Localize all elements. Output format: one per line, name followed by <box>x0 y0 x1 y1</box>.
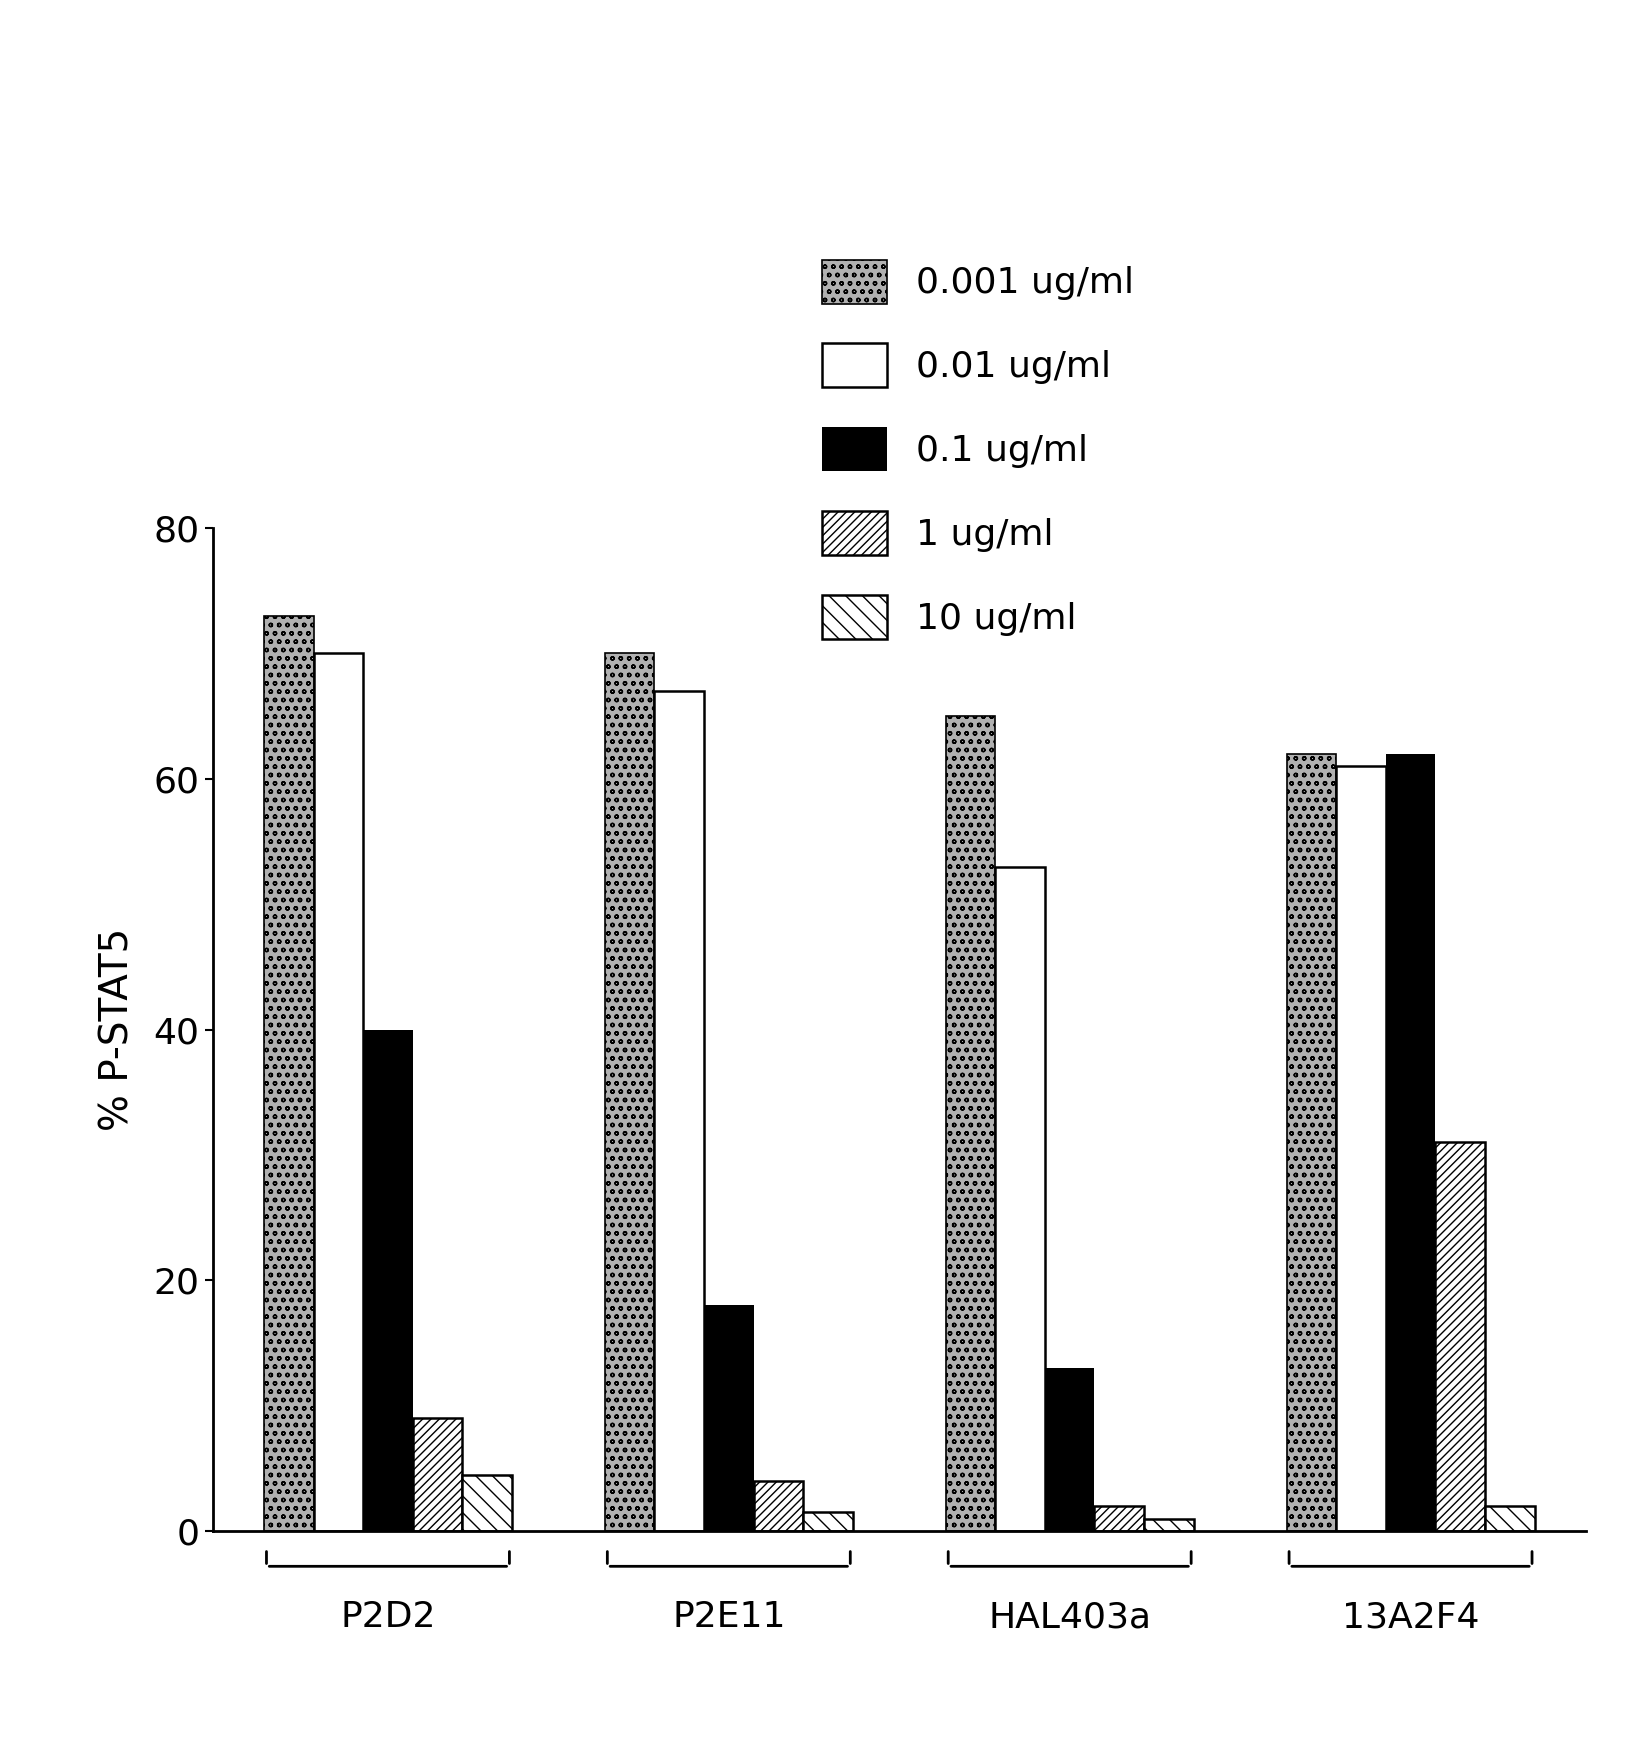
Y-axis label: % P-STAT5: % P-STAT5 <box>98 928 137 1132</box>
Bar <box>1336 766 1386 1531</box>
Bar <box>1144 1519 1194 1531</box>
Bar <box>605 653 654 1531</box>
Bar <box>463 1475 512 1531</box>
Bar <box>1485 1507 1535 1531</box>
Bar <box>945 716 996 1531</box>
Bar <box>314 653 363 1531</box>
Bar <box>1436 1142 1485 1531</box>
Bar <box>754 1482 803 1531</box>
Bar <box>705 1306 754 1531</box>
Text: HAL403a: HAL403a <box>988 1600 1151 1635</box>
Bar <box>263 616 314 1531</box>
Bar <box>1094 1507 1144 1531</box>
Bar <box>363 1030 412 1531</box>
Bar <box>1287 753 1336 1531</box>
Bar <box>1045 1368 1094 1531</box>
Bar <box>654 692 705 1531</box>
Legend: 0.001 ug/ml, 0.01 ug/ml, 0.1 ug/ml, 1 ug/ml, 10 ug/ml: 0.001 ug/ml, 0.01 ug/ml, 0.1 ug/ml, 1 ug… <box>808 245 1148 653</box>
Text: P2E11: P2E11 <box>672 1600 785 1635</box>
Text: 13A2F4: 13A2F4 <box>1342 1600 1480 1635</box>
Text: P2D2: P2D2 <box>340 1600 435 1635</box>
Bar <box>1386 753 1436 1531</box>
Bar <box>803 1512 853 1531</box>
Bar <box>412 1419 463 1531</box>
Bar <box>996 866 1045 1531</box>
